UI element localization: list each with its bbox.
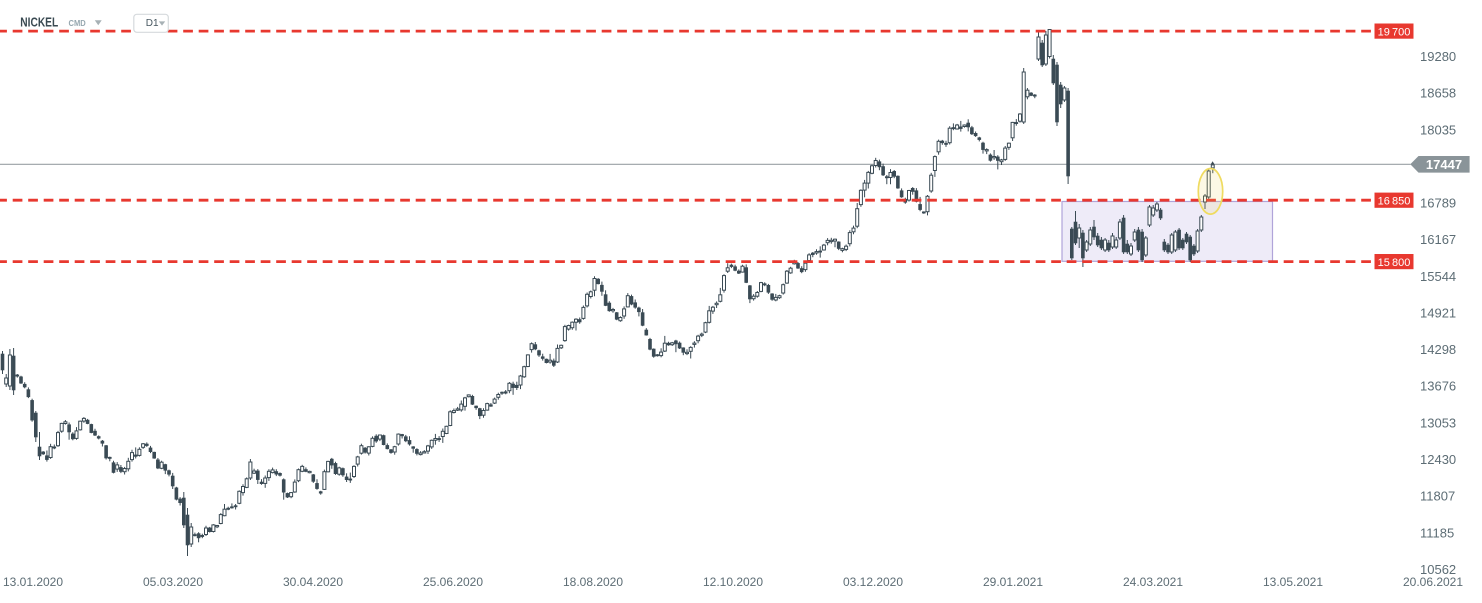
svg-text:17447: 17447 — [1426, 157, 1462, 172]
svg-text:15 800: 15 800 — [1378, 257, 1411, 269]
svg-text:D1: D1 — [146, 18, 159, 29]
svg-text:19 700: 19 700 — [1378, 26, 1411, 38]
svg-text:12.10.2020: 12.10.2020 — [703, 575, 763, 589]
svg-text:14921: 14921 — [1420, 306, 1456, 321]
svg-text:29.01.2021: 29.01.2021 — [983, 575, 1043, 589]
svg-text:10562: 10562 — [1420, 562, 1456, 577]
svg-text:18658: 18658 — [1420, 86, 1456, 101]
svg-text:05.03.2020: 05.03.2020 — [143, 575, 203, 589]
svg-text:03.12.2020: 03.12.2020 — [843, 575, 903, 589]
svg-text:CMD: CMD — [69, 18, 86, 28]
svg-text:14298: 14298 — [1420, 342, 1456, 357]
svg-text:18.08.2020: 18.08.2020 — [563, 575, 623, 589]
svg-text:16167: 16167 — [1420, 232, 1456, 247]
svg-text:16 850: 16 850 — [1378, 195, 1411, 207]
svg-text:16789: 16789 — [1420, 196, 1456, 211]
svg-text:11807: 11807 — [1420, 489, 1455, 504]
svg-text:11185: 11185 — [1420, 525, 1454, 540]
svg-text:24.03.2021: 24.03.2021 — [1123, 575, 1183, 589]
svg-text:13.05.2021: 13.05.2021 — [1263, 575, 1323, 589]
svg-text:13053: 13053 — [1420, 415, 1456, 430]
svg-text:25.06.2020: 25.06.2020 — [423, 575, 483, 589]
svg-text:NICKEL: NICKEL — [20, 15, 58, 29]
svg-text:20.06.2021: 20.06.2021 — [1403, 575, 1463, 589]
svg-text:30.04.2020: 30.04.2020 — [283, 575, 343, 589]
svg-text:12430: 12430 — [1420, 452, 1456, 467]
svg-text:19280: 19280 — [1420, 49, 1456, 64]
svg-text:15544: 15544 — [1420, 269, 1456, 284]
svg-text:13676: 13676 — [1420, 379, 1456, 394]
svg-text:13.01.2020: 13.01.2020 — [3, 575, 63, 589]
svg-text:18035: 18035 — [1420, 122, 1456, 137]
